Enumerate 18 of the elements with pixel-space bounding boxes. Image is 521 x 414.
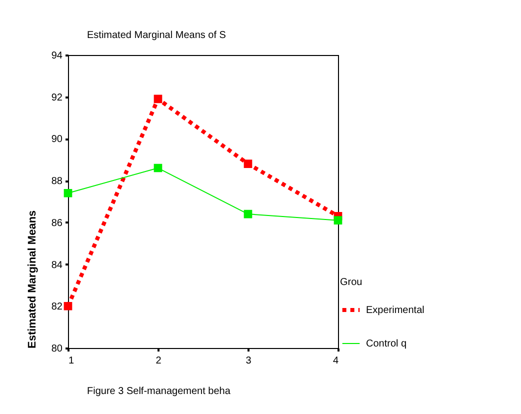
y-tick-label: 80: [51, 344, 63, 354]
caption: Figure 3 Self-management beha: [87, 386, 231, 397]
y-tick-label: 92: [51, 92, 63, 104]
legend-label: Control q: [366, 338, 407, 350]
chart-title: Estimated Marginal Means of S: [87, 30, 226, 41]
y-tick-label: 86: [51, 218, 63, 229]
x-tick-label: 4: [332, 356, 339, 366]
y-tick-label: 94: [51, 50, 63, 62]
x-tick-label: 1: [68, 356, 74, 366]
y-tick-label: 90: [51, 134, 63, 146]
x-tick-label: 2: [156, 356, 162, 366]
x-tick-label: 3: [246, 356, 252, 366]
legend-title: Grou: [340, 277, 362, 288]
y-axis-title: Estimated Marginal Means: [26, 210, 38, 348]
legend-label: Experimental: [366, 305, 424, 316]
y-tick-label: 82: [51, 302, 63, 313]
y-tick-label: 88: [51, 176, 63, 188]
y-tick-label: 84: [51, 260, 63, 271]
